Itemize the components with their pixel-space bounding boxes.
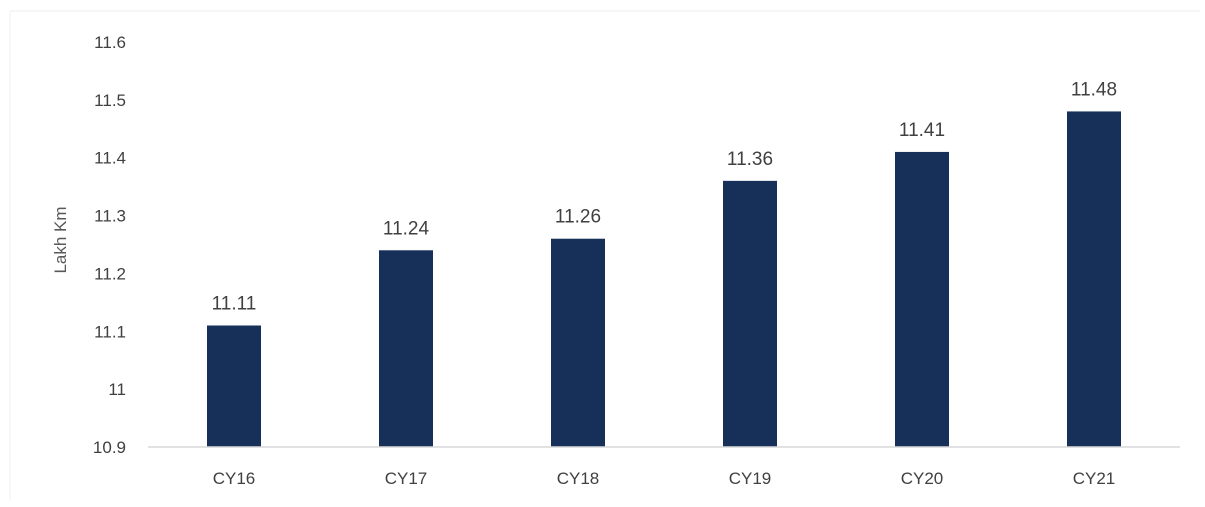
x-tick-label-cy19: CY19 — [729, 469, 772, 488]
data-label-cy16: 11.11 — [212, 294, 257, 315]
y-tick-label: 11.1 — [94, 322, 126, 341]
x-tick-label-cy18: CY18 — [557, 469, 600, 488]
x-axis-ticks: CY16 CY17 CY18 CY19 CY20 CY21 — [213, 469, 1116, 488]
y-tick-label: 11.2 — [94, 264, 126, 283]
bars — [207, 111, 1121, 447]
x-tick-label-cy21: CY21 — [1073, 469, 1116, 488]
x-tick-label-cy17: CY17 — [385, 469, 428, 488]
bar-cy17 — [379, 250, 433, 447]
data-label-cy17: 11.24 — [383, 218, 430, 239]
bar-cy16 — [207, 325, 261, 447]
x-tick-label-cy20: CY20 — [901, 469, 944, 488]
data-label-cy21: 11.48 — [1071, 79, 1117, 100]
data-label-cy18: 11.26 — [555, 207, 601, 228]
bar-cy21 — [1067, 111, 1121, 447]
y-tick-label: 11.6 — [94, 33, 126, 52]
y-tick-label: 10.9 — [93, 438, 126, 457]
data-label-cy19: 11.36 — [727, 149, 773, 170]
y-tick-label: 11.5 — [94, 91, 126, 110]
y-tick-label: 11.4 — [94, 149, 126, 168]
y-tick-label: 11 — [108, 380, 126, 399]
y-axis-title: Lakh Km — [51, 206, 70, 273]
y-tick-label: 11.3 — [94, 207, 126, 226]
data-labels: 11.11 11.24 11.26 11.36 11.41 11.48 — [212, 79, 1117, 314]
data-label-cy20: 11.41 — [899, 120, 945, 141]
x-tick-label-cy16: CY16 — [213, 469, 256, 488]
y-axis-ticks: 10.9 11 11.1 11.2 11.3 11.4 11.5 11.6 — [93, 33, 126, 457]
bar-cy19 — [723, 180, 777, 447]
bar-cy18 — [551, 238, 605, 447]
bar-cy20 — [895, 151, 949, 447]
